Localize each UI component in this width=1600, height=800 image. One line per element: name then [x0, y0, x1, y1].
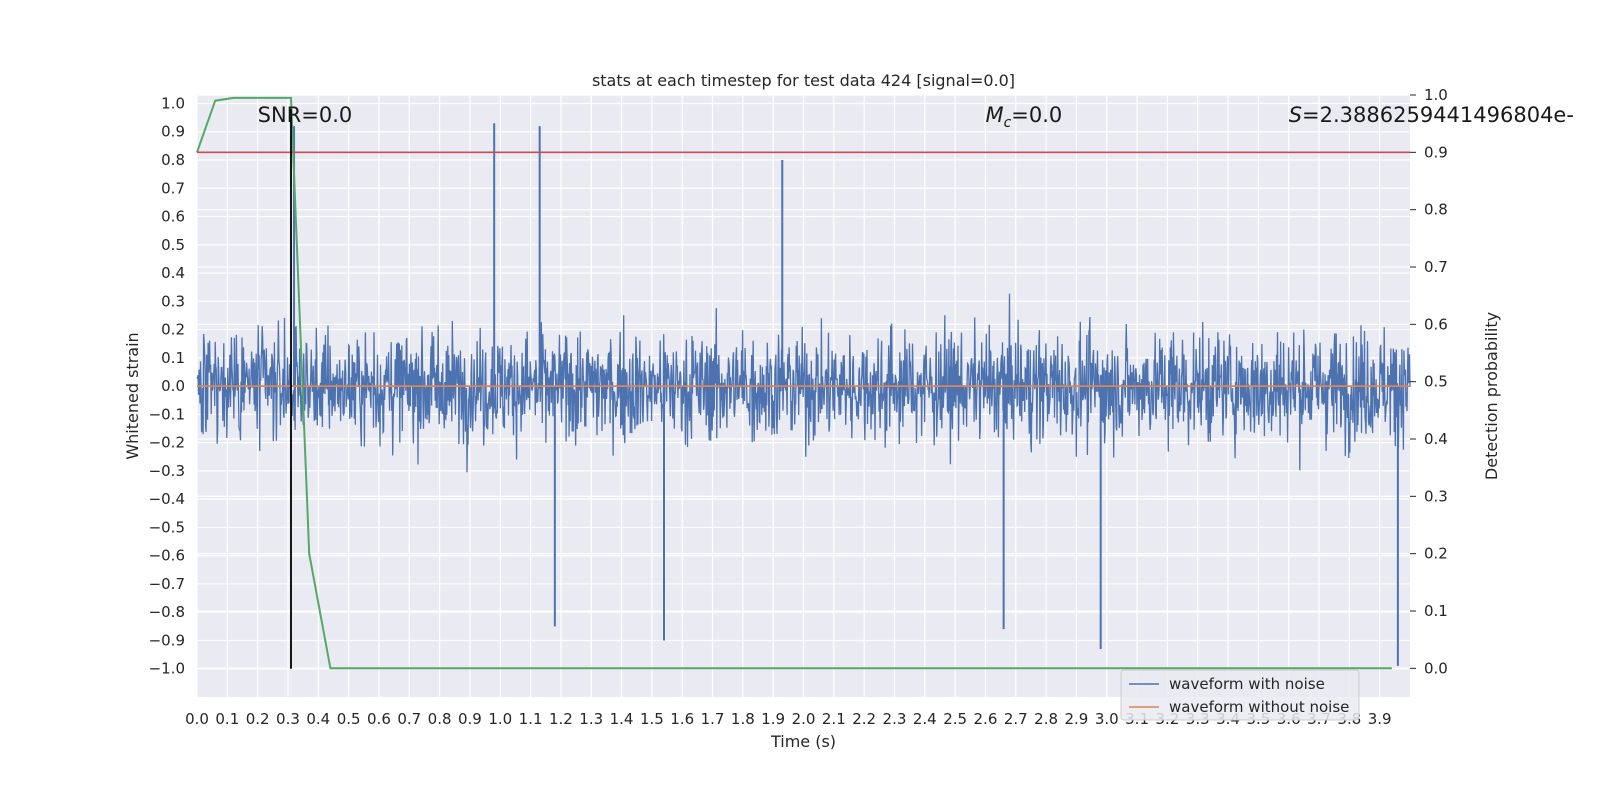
legend: waveform with noise waveform without noi… — [1120, 669, 1360, 721]
x-tick-label: 1.0 — [488, 710, 512, 728]
legend-label-noise: waveform with noise — [1169, 675, 1325, 693]
y-tick-label: −0.2 — [149, 434, 185, 452]
y2-tick-labels: 1.0 0.9 0.8 0.7 0.6 0.5 0.4 0.3 0.2 0.1 0.0 — [1410, 86, 1448, 677]
y-tick-label: 0.1 — [161, 349, 185, 367]
y2-tick-label: 0.5 — [1424, 373, 1448, 391]
x-tick-labels: 0.0 0.1 0.2 0.3 0.4 0.5 0.6 0.7 0.8 0.9 1.0 1.1 1.2 1… — [185, 710, 1392, 728]
y-tick-label: 0.2 — [161, 321, 185, 339]
y-tick-label: 0.6 — [161, 208, 185, 226]
x-tick-label: 2.9 — [1064, 710, 1088, 728]
y-tick-label: 0.0 — [161, 377, 185, 395]
x-tick-label: 3.9 — [1368, 710, 1392, 728]
x-tick-label: 2.7 — [1004, 710, 1028, 728]
y2-tick-label: 0.1 — [1424, 602, 1448, 620]
y-tick-label: −0.7 — [149, 575, 185, 593]
annotation-mc-symbol: M — [985, 103, 1003, 127]
y-tick-label: 0.9 — [161, 123, 185, 141]
annotation-snr: SNR=0.0 — [258, 103, 353, 127]
y-axis-label: Whitened strain — [123, 332, 142, 459]
x-tick-label: 0.5 — [337, 710, 361, 728]
x-tick-label: 2.6 — [974, 710, 998, 728]
y2-tick-label: 0.8 — [1424, 201, 1448, 219]
x-tick-label: 1.5 — [640, 710, 664, 728]
x-tick-label: 1.3 — [579, 710, 603, 728]
x-tick-label: 0.9 — [458, 710, 482, 728]
y-tick-label: 0.8 — [161, 151, 185, 169]
y-tick-label: −0.5 — [149, 518, 185, 536]
legend-box — [1120, 669, 1360, 721]
y2-axis-label: Detection probability — [1482, 312, 1501, 480]
y2-tick-label: 0.6 — [1424, 315, 1448, 333]
x-tick-label: 0.3 — [276, 710, 300, 728]
y-tick-label: −0.9 — [149, 631, 185, 649]
y-tick-label: 1.0 — [161, 94, 185, 112]
x-tick-label: 2.8 — [1034, 710, 1058, 728]
x-tick-label: 0.4 — [306, 710, 330, 728]
probability-trace — [196, 96, 1392, 670]
legend-label-clean: waveform without noise — [1169, 698, 1349, 716]
y-tick-label: 0.4 — [161, 264, 185, 282]
x-tick-label: 2.1 — [822, 710, 846, 728]
x-tick-label: 3.0 — [1095, 710, 1119, 728]
y-tick-labels: 1.0 0.9 0.8 0.7 0.6 0.5 0.4 0.3 0.2 0.1 0.0 −0.1 −0.… — [149, 94, 185, 677]
x-tick-label: 1.9 — [761, 710, 785, 728]
x-tick-label: 1.1 — [519, 710, 543, 728]
y2-tick-label: 0.7 — [1424, 258, 1448, 276]
chart-title: stats at each timestep for test data 424… — [592, 71, 1015, 90]
x-tick-label: 2.2 — [852, 710, 876, 728]
x-tick-label: 2.4 — [913, 710, 937, 728]
y-tick-label: 0.7 — [161, 179, 185, 197]
y2-tick-label: 0.9 — [1424, 143, 1448, 161]
annotation-mc-value: =0.0 — [1011, 103, 1062, 127]
y2-tick-label: 0.0 — [1424, 659, 1448, 677]
x-tick-label: 0.7 — [397, 710, 421, 728]
y-tick-label: −0.4 — [149, 490, 185, 508]
annotation-s: S=2.388625944149680​4e- — [1289, 103, 1574, 127]
x-tick-label: 0.6 — [367, 710, 391, 728]
y-tick-label: −0.6 — [149, 547, 185, 565]
annotation-mc-subscript: c — [1004, 115, 1012, 131]
x-tick-label: 1.6 — [670, 710, 694, 728]
x-tick-label: 1.7 — [701, 710, 725, 728]
x-tick-label: 1.2 — [549, 710, 573, 728]
x-tick-label: 0.8 — [428, 710, 452, 728]
x-tick-label: 0.2 — [246, 710, 270, 728]
y-tick-label: −0.8 — [149, 603, 185, 621]
annotation-s-value: =2.388625944149680​4e- — [1302, 103, 1574, 127]
y-tick-label: −0.3 — [149, 462, 185, 480]
annotation-chirp-mass: Mc=0.0 — [985, 103, 1062, 131]
y2-tick-label: 0.3 — [1424, 487, 1448, 505]
y-tick-label: −1.0 — [149, 660, 185, 678]
y2-tick-label: 1.0 — [1424, 86, 1448, 104]
annotation-s-symbol: S — [1289, 103, 1302, 127]
x-tick-label: 2.5 — [943, 710, 967, 728]
series-detection-probability — [196, 96, 1392, 670]
x-tick-label: 2.0 — [792, 710, 816, 728]
y-tick-label: 0.3 — [161, 292, 185, 310]
x-tick-label: 1.4 — [610, 710, 634, 728]
y-tick-label: −0.1 — [149, 405, 185, 423]
y2-tick-label: 0.2 — [1424, 545, 1448, 563]
x-tick-label: 0.0 — [185, 710, 209, 728]
x-tick-label: 2.3 — [883, 710, 907, 728]
x-axis-label: Time (s) — [770, 732, 836, 751]
y-tick-label: 0.5 — [161, 236, 185, 254]
x-tick-label: 0.1 — [215, 710, 239, 728]
y2-tick-label: 0.4 — [1424, 430, 1448, 448]
x-tick-label: 1.8 — [731, 710, 755, 728]
noise-trace — [196, 293, 1411, 473]
